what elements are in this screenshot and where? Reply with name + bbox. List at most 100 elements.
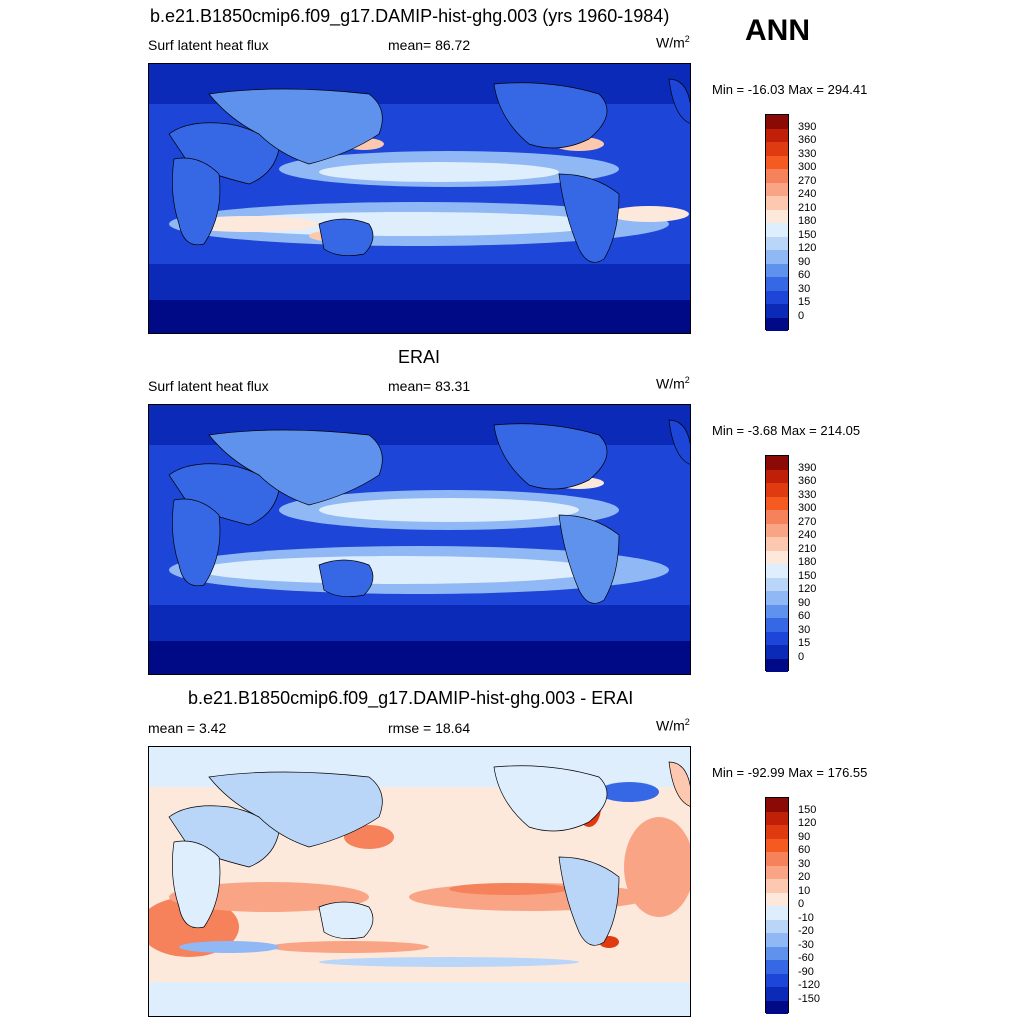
colorbar-swatch <box>766 933 788 947</box>
colorbar-swatch <box>766 825 788 839</box>
colorbar-label: 120 <box>798 817 817 829</box>
colorbar-label: 90 <box>798 255 811 268</box>
panel-1-units: W/m2 <box>656 34 690 51</box>
panel-3-title: b.e21.B1850cmip6.f09_g17.DAMIP-hist-ghg.… <box>188 688 634 708</box>
panel-3-minmax: Min = -92.99 Max = 176.55 <box>712 765 868 780</box>
colorbar-label: 90 <box>798 830 811 843</box>
panel-2-mean: mean= 83.31 <box>388 378 471 394</box>
colorbar-swatch <box>766 879 788 893</box>
panel-3-rmse: rmse = 18.64 <box>388 720 471 736</box>
colorbar-label: 300 <box>798 161 817 173</box>
panel-1-minmax: Min = -16.03 Max = 294.41 <box>712 82 868 97</box>
colorbar-swatch <box>766 1000 788 1014</box>
colorbar-label: 30 <box>798 857 811 870</box>
panel-2-title: ERAI <box>398 347 441 367</box>
colorbar-swatch <box>766 564 788 578</box>
colorbar-label: 180 <box>798 215 817 227</box>
panel-3-map <box>148 746 691 1017</box>
colorbar-label: 300 <box>798 502 817 514</box>
colorbar-label: 60 <box>798 844 811 856</box>
colorbar-label: 210 <box>798 542 817 555</box>
colorbar-swatch <box>766 196 788 210</box>
colorbar-swatch <box>766 142 788 156</box>
colorbar-label: 180 <box>798 556 817 568</box>
colorbar-swatch <box>766 317 788 331</box>
colorbar-label: 0 <box>798 309 805 322</box>
colorbar-swatch <box>766 304 788 318</box>
colorbar-swatch <box>766 645 788 659</box>
colorbar-label: 360 <box>798 475 817 487</box>
colorbar-swatch <box>766 182 788 196</box>
panel-1-mean: mean= 86.72 <box>388 37 471 53</box>
colorbar-swatch <box>766 919 788 933</box>
panel-1-colorbar <box>765 114 789 331</box>
colorbar-swatch <box>766 236 788 250</box>
panel-1-title: b.e21.B1850cmip6.f09_g17.DAMIP-hist-ghg.… <box>150 6 670 26</box>
colorbar-label: 240 <box>798 529 817 541</box>
colorbar-swatch <box>766 618 788 632</box>
colorbar-swatch <box>766 591 788 605</box>
colorbar-label: 0 <box>798 898 805 910</box>
colorbar-label: 390 <box>798 461 817 474</box>
panel-3-colorbar <box>765 797 789 1014</box>
colorbar-label: -60 <box>798 952 814 964</box>
colorbar-swatch <box>766 865 788 879</box>
colorbar-swatch <box>766 604 788 618</box>
season-label: ANN <box>745 14 810 47</box>
colorbar-label: 240 <box>798 188 817 200</box>
colorbar-label: 10 <box>798 884 811 897</box>
colorbar-swatch <box>766 798 788 812</box>
colorbar-label: 60 <box>798 610 811 622</box>
colorbar-label: -30 <box>798 938 814 951</box>
colorbar-swatch <box>766 987 788 1001</box>
colorbar-swatch <box>766 128 788 142</box>
colorbar-label: 360 <box>798 134 817 146</box>
colorbar-swatch <box>766 523 788 537</box>
colorbar-label: 60 <box>798 269 811 281</box>
colorbar-swatch <box>766 550 788 564</box>
colorbar-swatch <box>766 658 788 672</box>
colorbar-label: 150 <box>798 569 817 582</box>
colorbar-swatch <box>766 838 788 852</box>
colorbar-label: 330 <box>798 147 817 160</box>
panel-3-mean: mean = 3.42 <box>148 720 227 736</box>
colorbar-swatch <box>766 469 788 483</box>
colorbar-label: 390 <box>798 120 817 133</box>
colorbar-swatch <box>766 496 788 510</box>
colorbar-label: 15 <box>798 637 811 649</box>
colorbar-swatch <box>766 906 788 920</box>
colorbar-label: 270 <box>798 174 817 187</box>
colorbar-swatch <box>766 456 788 470</box>
colorbar-label: -90 <box>798 965 814 978</box>
colorbar-swatch <box>766 209 788 223</box>
colorbar-label: 120 <box>798 583 817 595</box>
colorbar-swatch <box>766 223 788 237</box>
colorbar-label: 120 <box>798 242 817 254</box>
panel-3-units: W/m2 <box>656 717 690 734</box>
colorbar-label: 210 <box>798 201 817 214</box>
colorbar-swatch <box>766 115 788 129</box>
colorbar-label: 330 <box>798 488 817 501</box>
colorbar-swatch <box>766 250 788 264</box>
colorbar-label: -120 <box>798 979 821 991</box>
colorbar-swatch <box>766 263 788 277</box>
colorbar-swatch <box>766 960 788 974</box>
panel-2-units: W/m2 <box>656 375 690 392</box>
panel-2-variable: Surf latent heat flux <box>148 378 269 394</box>
panel-2-minmax: Min = -3.68 Max = 214.05 <box>712 423 861 438</box>
colorbar-label: 30 <box>798 623 811 636</box>
colorbar-swatch <box>766 290 788 304</box>
colorbar-label: -150 <box>798 992 821 1005</box>
colorbar-label: 150 <box>798 803 817 816</box>
panel-1-map <box>148 63 691 334</box>
colorbar-swatch <box>766 852 788 866</box>
colorbar-swatch <box>766 155 788 169</box>
colorbar-label: 30 <box>798 282 811 295</box>
colorbar-swatch <box>766 577 788 591</box>
colorbar-label: -10 <box>798 911 814 924</box>
colorbar-label: 90 <box>798 596 811 609</box>
colorbar-swatch <box>766 946 788 960</box>
colorbar-swatch <box>766 510 788 524</box>
colorbar-swatch <box>766 169 788 183</box>
colorbar-label: 15 <box>798 296 811 308</box>
